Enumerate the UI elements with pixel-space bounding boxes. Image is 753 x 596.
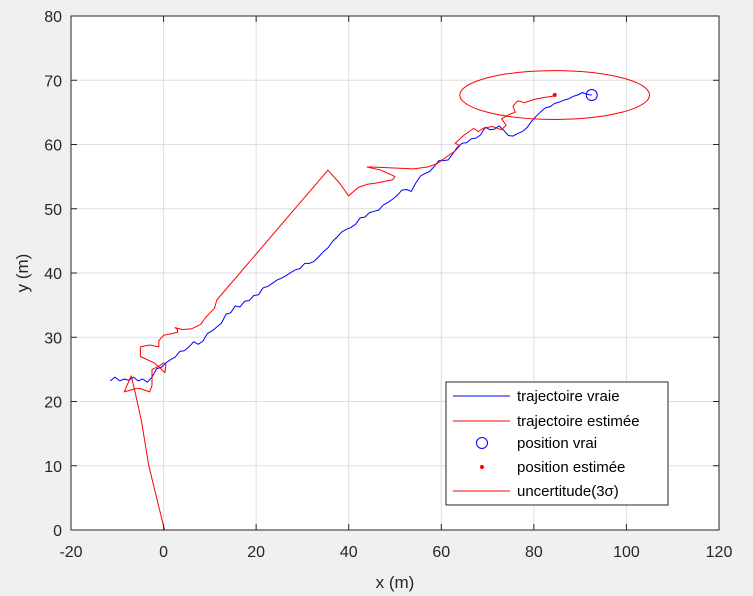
y-tick-label: 50: [44, 202, 62, 219]
y-tick-label: 10: [44, 459, 62, 476]
legend-label: trajectoire estimée: [517, 413, 640, 430]
x-axis-label: x (m): [376, 573, 415, 592]
legend-item: uncertitude(3σ): [453, 483, 619, 500]
legend-label: trajectoire vraie: [517, 388, 620, 405]
x-tick-label: 100: [613, 544, 640, 561]
legend-item: position vrai: [476, 435, 597, 452]
x-tick-label: -20: [59, 544, 82, 561]
legend-swatch-circle: [476, 437, 488, 449]
y-tick-label: 70: [44, 73, 62, 90]
legend-label: uncertitude(3σ): [517, 483, 619, 500]
true-trajectory-line: [109, 92, 592, 383]
legend: trajectoire vraie trajectoire estimée po…: [445, 381, 669, 506]
legend-box: [445, 381, 669, 506]
legend-label: position vrai: [517, 435, 597, 452]
legend-swatch-dot: [480, 465, 484, 469]
x-tick-label: 60: [432, 544, 450, 561]
x-tick-label: 120: [706, 544, 733, 561]
y-axis-label: y (m): [13, 254, 32, 293]
y-tick-label: 80: [44, 9, 62, 26]
uncertainty-ellipse: [459, 70, 651, 120]
x-tick-label: 20: [247, 544, 265, 561]
legend-item: trajectoire estimée: [453, 413, 640, 430]
y-axis-ticks: 0 10 20 30 40 50 60 70 80: [44, 9, 719, 540]
x-tick-label: 80: [525, 544, 543, 561]
legend-item: trajectoire vraie: [453, 388, 620, 405]
true-position-marker: [585, 89, 598, 102]
legend-item: position estimée: [480, 459, 625, 476]
x-tick-label: 0: [159, 544, 168, 561]
y-tick-label: 0: [53, 523, 62, 540]
y-tick-label: 60: [44, 138, 62, 155]
estimated-trajectory-line: [123, 94, 555, 531]
x-tick-label: 40: [340, 544, 358, 561]
y-tick-label: 40: [44, 266, 62, 283]
estimated-position-marker: [552, 93, 557, 98]
y-tick-label: 30: [44, 330, 62, 347]
legend-label: position estimée: [517, 459, 625, 476]
plot-series: [109, 70, 651, 531]
y-tick-label: 20: [44, 395, 62, 412]
x-axis-ticks: -20 0 20 40 60 80 100 120: [59, 16, 732, 561]
